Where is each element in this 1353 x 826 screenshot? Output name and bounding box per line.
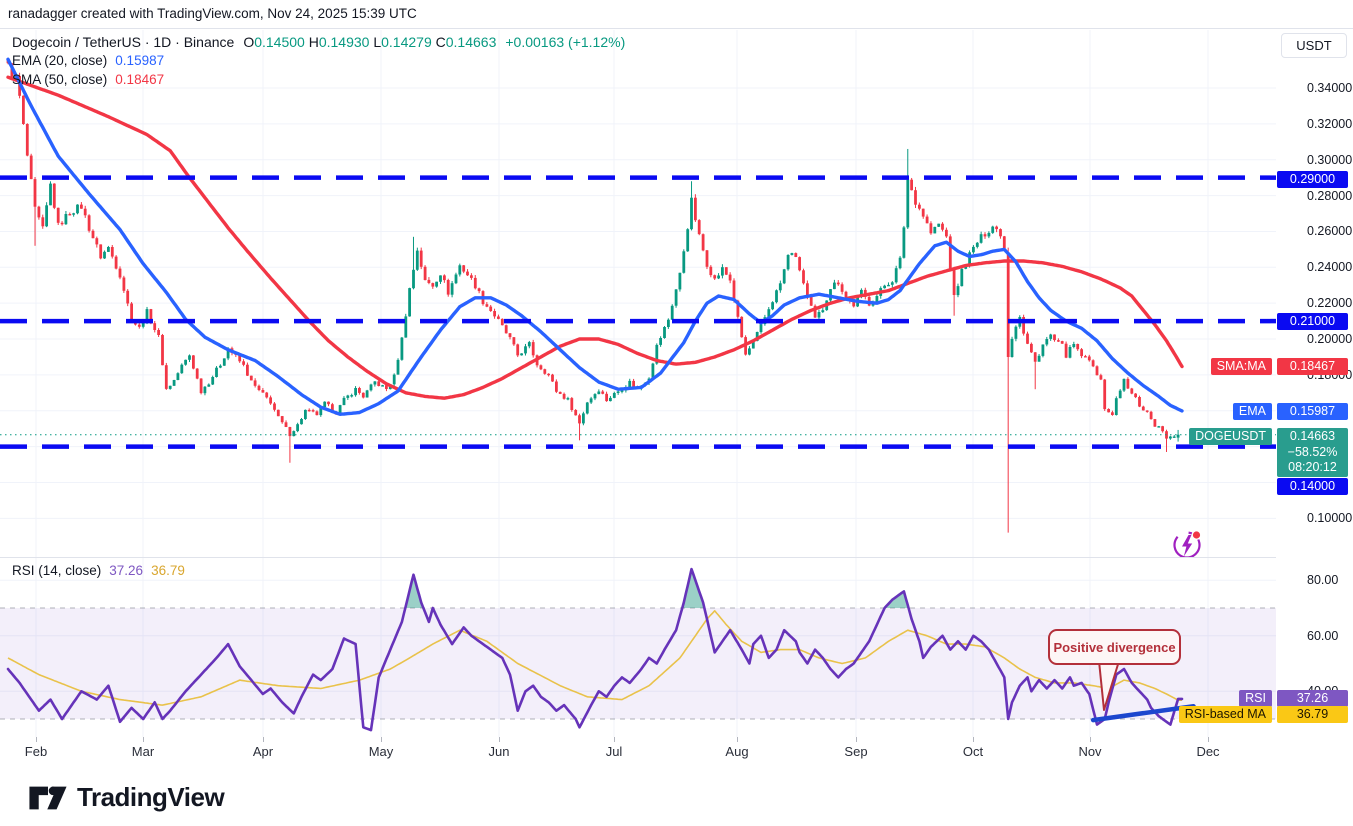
ema-line	[6, 57, 1184, 416]
sma-value: 0.18467	[115, 72, 165, 87]
ohlc-value: 0.14500	[254, 34, 309, 50]
ohlc-value: 0.14279	[381, 34, 436, 50]
month-tick	[1208, 737, 1209, 742]
price-axis[interactable]: USDT 0.34000 0.32000 0.30000 0.28000 0.26000…	[1276, 30, 1353, 770]
rsi-label: RSI (14, close)	[12, 563, 102, 578]
ema-legend-row[interactable]: EMA (20, close) 0.15987	[12, 52, 625, 70]
sma-label: SMA (50, close)	[12, 72, 108, 87]
sma-value-badge: 0.18467	[1277, 358, 1348, 375]
rsi-ma-value: 36.79	[151, 563, 185, 578]
month-label: Feb	[24, 744, 48, 759]
month-tick	[1090, 737, 1091, 742]
ema-value-badge: 0.15987	[1277, 403, 1348, 420]
month-tick	[263, 737, 264, 742]
rsi-ma-axis-label: RSI-based MA	[1178, 706, 1272, 723]
rsi-ma-value-badge: 36.79	[1277, 706, 1348, 723]
flash-icon[interactable]	[1170, 528, 1205, 557]
divergence-trendline[interactable]	[1090, 703, 1196, 723]
rsi-tick: 80.00	[1307, 573, 1339, 588]
price-tick: 0.32000	[1307, 116, 1353, 131]
symbol-legend: Dogecoin / TetherUS · 1D · Binance O0.14…	[12, 33, 625, 89]
ohlc-key: L	[373, 34, 382, 50]
sma-line	[6, 75, 1184, 400]
price-tick: 0.26000	[1307, 224, 1353, 239]
rsi-value-badge: 37.26	[1277, 690, 1348, 707]
attribution-text: ranadagger created with TradingView.com,…	[8, 6, 417, 21]
sma-legend-row[interactable]: SMA (50, close) 0.18467	[12, 71, 625, 89]
sma-axis-label: SMA:MA	[1210, 358, 1272, 375]
price-tick: 0.22000	[1307, 296, 1353, 311]
tradingview-logo-icon	[29, 786, 67, 809]
price-tick: 0.34000	[1307, 81, 1353, 95]
month-label: Jul	[605, 744, 623, 759]
positive-divergence-callout[interactable]: Positive divergence	[1048, 629, 1181, 665]
price-tick: 0.24000	[1307, 260, 1353, 275]
price-grid	[0, 30, 1276, 557]
tradingview-branding[interactable]: TradingView	[28, 782, 225, 813]
divider-panes	[0, 557, 1353, 558]
month-label: May	[368, 744, 394, 759]
callout-text: Positive divergence	[1053, 639, 1176, 655]
ema-value: 0.15987	[115, 53, 165, 68]
ohlc-key: C	[435, 34, 446, 50]
price-tick: 0.30000	[1307, 152, 1353, 167]
bar-countdown: 08:20:12	[1288, 460, 1337, 474]
ema-axis-label: EMA	[1232, 403, 1272, 420]
change-value: +0.00163 (+1.12%)	[505, 34, 626, 50]
rsi-tick: 60.00	[1307, 628, 1339, 643]
ohlc-value: 0.14930	[318, 34, 374, 50]
level-0.29-badge: 0.29000	[1277, 171, 1348, 188]
price-pane[interactable]	[0, 30, 1276, 557]
month-tick	[973, 737, 974, 742]
rsi-line	[6, 567, 1184, 732]
rsi-axis-label: RSI	[1239, 690, 1272, 707]
divider-top	[0, 28, 1353, 29]
level-0.21-badge: 0.21000	[1277, 313, 1348, 330]
symbol-title[interactable]: Dogecoin / TetherUS · 1D · Binance	[12, 34, 235, 50]
callout-arrow	[1098, 660, 1120, 711]
month-label: Oct	[962, 744, 984, 759]
level-0.14-badge: 0.14000	[1277, 478, 1348, 495]
symbol-axis-label: DOGEUSDT	[1189, 428, 1272, 445]
month-label: Aug	[725, 744, 749, 759]
month-tick	[614, 737, 615, 742]
ohlc-values: O0.14500 H0.14930 L0.14279 C0.14663	[243, 33, 496, 51]
price-tick: 0.10000	[1307, 511, 1353, 526]
current-price-badge: 0.14663 −58.52% 08:20:12	[1277, 428, 1348, 477]
price-tick: 0.28000	[1307, 188, 1353, 203]
rsi-legend-row[interactable]: RSI (14, close) 37.26 36.79	[12, 563, 185, 578]
month-tick	[737, 737, 738, 742]
month-tick	[499, 737, 500, 742]
candle-wicks	[7, 57, 1179, 533]
tradingview-wordmark: TradingView	[77, 782, 225, 812]
month-label: Apr	[252, 744, 274, 759]
month-label: Nov	[1078, 744, 1102, 759]
month-tick	[36, 737, 37, 742]
rsi-value: 37.26	[109, 563, 144, 578]
currency-toggle-button[interactable]: USDT	[1281, 33, 1347, 58]
ohlc-key: H	[308, 34, 319, 50]
price-tick: 0.20000	[1307, 332, 1353, 347]
month-label: Sep	[844, 744, 868, 759]
ema-label: EMA (20, close)	[12, 53, 108, 68]
month-tick	[856, 737, 857, 742]
ohlc-value: 0.14663	[445, 34, 497, 50]
change-from-high: −58.52%	[1287, 444, 1338, 459]
month-tick	[143, 737, 144, 742]
month-label: Jun	[488, 744, 510, 759]
current-price: 0.14663	[1289, 429, 1336, 443]
month-label: Dec	[1196, 744, 1220, 759]
month-label: Mar	[131, 744, 155, 759]
month-tick	[381, 737, 382, 742]
ohlc-key: O	[243, 34, 255, 50]
time-axis[interactable]: Feb Mar Apr May Jun Jul Aug Sep Oct Nov Dec	[0, 737, 1353, 770]
